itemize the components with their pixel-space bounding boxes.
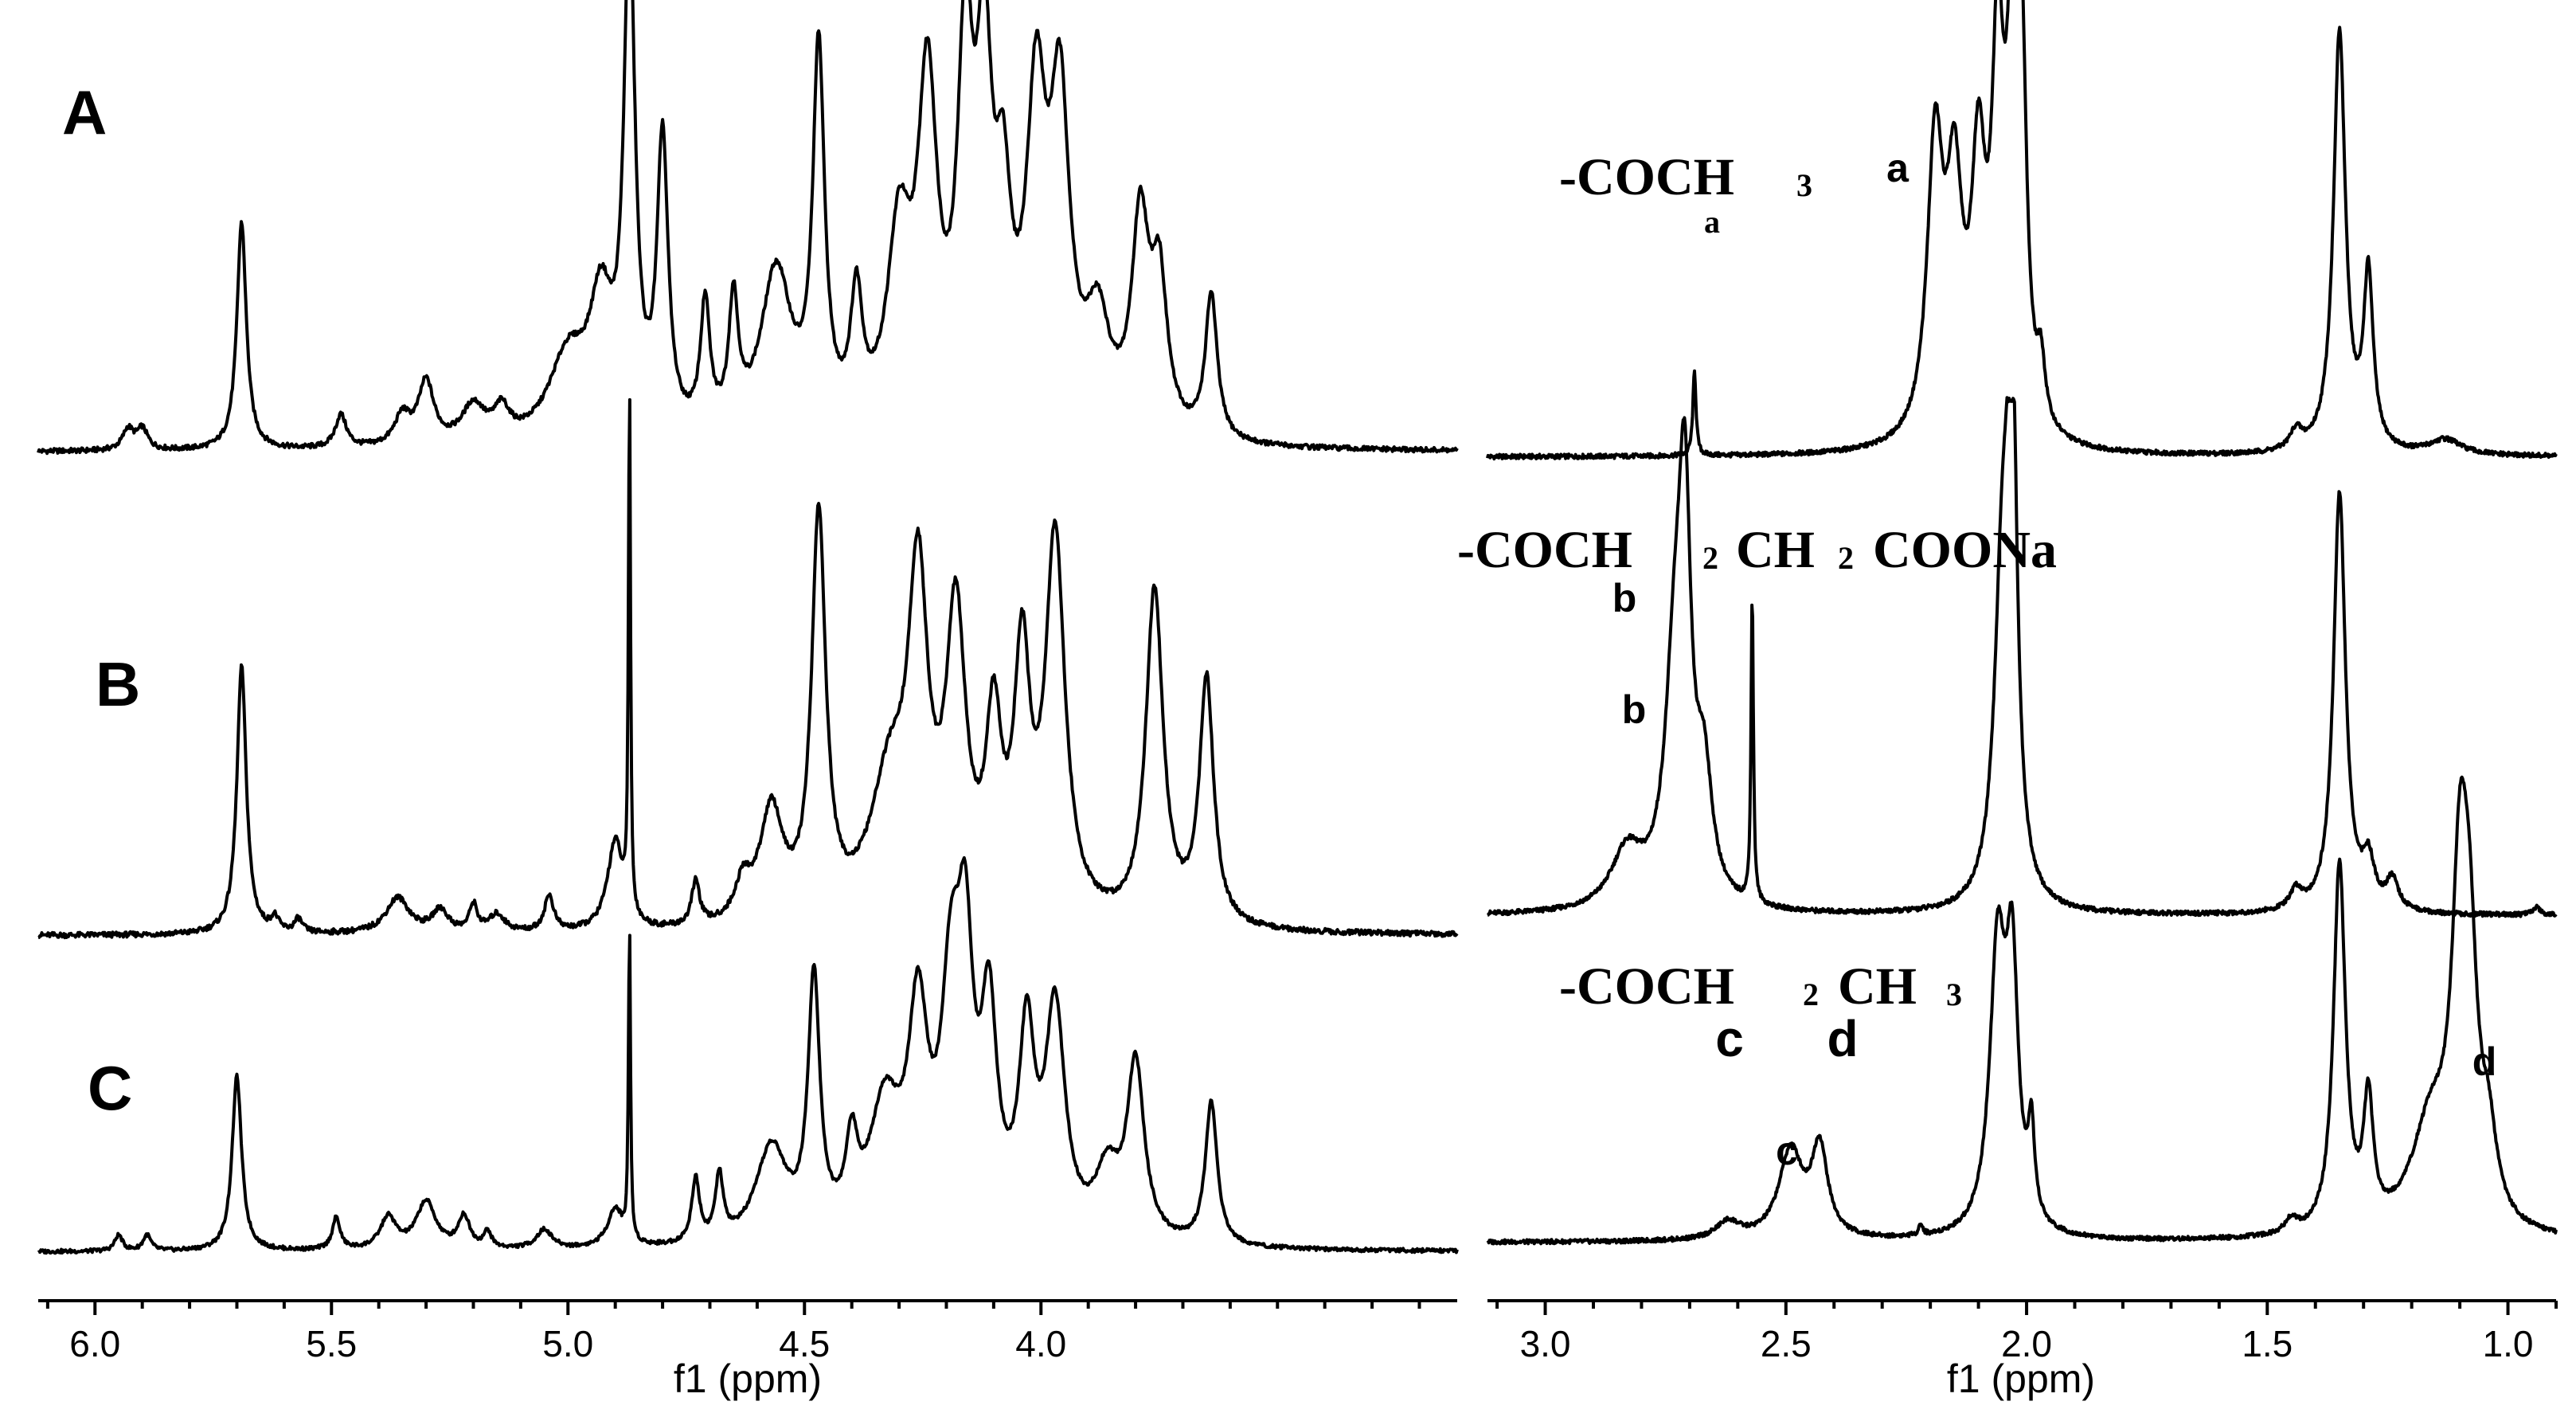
left-x-tick-label: 4.0 (1015, 1323, 1066, 1364)
peak-label-d: d (2472, 1039, 2497, 1084)
peak-label-b: b (1622, 687, 1647, 732)
formula-succinyl-marker-b: b (1612, 576, 1637, 620)
formula-propionyl-part1: -COCH (1559, 957, 1734, 1016)
formula-acetyl: -COCH 3 a (1559, 148, 1812, 240)
formula-succinyl-part2: CH (1736, 521, 1815, 579)
right-spectrum-trace-c (1486, 775, 2558, 1246)
formula-propionyl-subscript-2: 3 (1946, 977, 1962, 1012)
trace-label-c: C (88, 1053, 132, 1123)
formula-succinyl-subscript-2: 2 (1838, 540, 1854, 576)
formula-propionyl-part2: CH (1838, 957, 1917, 1016)
right-spectrum-trace-a (1486, 0, 2558, 461)
peak-label-a: a (1886, 146, 1910, 190)
formula-succinyl: -COCH 2 CH 2 COONa b (1457, 521, 2057, 620)
right-x-tick-label: 2.0 (2001, 1323, 2052, 1364)
trace-label-a: A (62, 77, 107, 147)
formula-propionyl-subscript-1: 2 (1803, 977, 1819, 1012)
right-spectrum-trace-b (1486, 396, 2558, 918)
left-x-tick-label: 5.5 (306, 1323, 357, 1364)
formula-propionyl-marker-c: c (1715, 1010, 1744, 1067)
formula-succinyl-subscript-1: 2 (1702, 540, 1718, 576)
left-x-tick-label: 6.0 (69, 1323, 120, 1364)
right-x-axis-label: f1 (ppm) (1947, 1356, 2095, 1401)
peak-label-c: c (1776, 1129, 1798, 1173)
right-x-tick-label: 1.5 (2242, 1323, 2293, 1364)
trace-label-b: B (96, 649, 140, 719)
formula-succinyl-part1: -COCH (1457, 521, 1632, 579)
right-x-tick-label: 2.5 (1761, 1323, 1812, 1364)
formula-propionyl-marker-d: d (1827, 1010, 1858, 1067)
formula-succinyl-part3: COONa (1873, 521, 2057, 579)
right-x-tick-label: 3.0 (1520, 1323, 1571, 1364)
formula-propionyl: -COCH 2 CH 3 c d (1559, 957, 1962, 1067)
right-x-tick-label: 1.0 (2483, 1323, 2534, 1364)
right-spectrum-panel: 3.0 2.5 2.0 1.5 1.0 f1 (ppm) (1486, 0, 2558, 1401)
left-x-tick-label: 5.0 (542, 1323, 593, 1364)
left-spectrum-trace-a (37, 0, 1459, 456)
right-x-ticks: 3.0 2.5 2.0 1.5 1.0 (1495, 1301, 2558, 1364)
formula-acetyl-subscript-3: 3 (1796, 167, 1812, 203)
left-spectrum-trace-b (37, 397, 1459, 940)
left-x-axis-label: f1 (ppm) (674, 1356, 822, 1401)
left-x-tick-label: 4.5 (779, 1323, 830, 1364)
formula-acetyl-main: -COCH (1559, 148, 1734, 206)
left-spectrum-trace-c (37, 855, 1459, 1255)
formula-acetyl-subscript-a: a (1704, 204, 1720, 240)
left-spectrum-panel: 6.0 5.5 5.0 4.5 4.0 f1 (ppm) (37, 0, 1459, 1401)
left-x-ticks: 6.0 5.5 5.0 4.5 4.0 (45, 1301, 1421, 1364)
